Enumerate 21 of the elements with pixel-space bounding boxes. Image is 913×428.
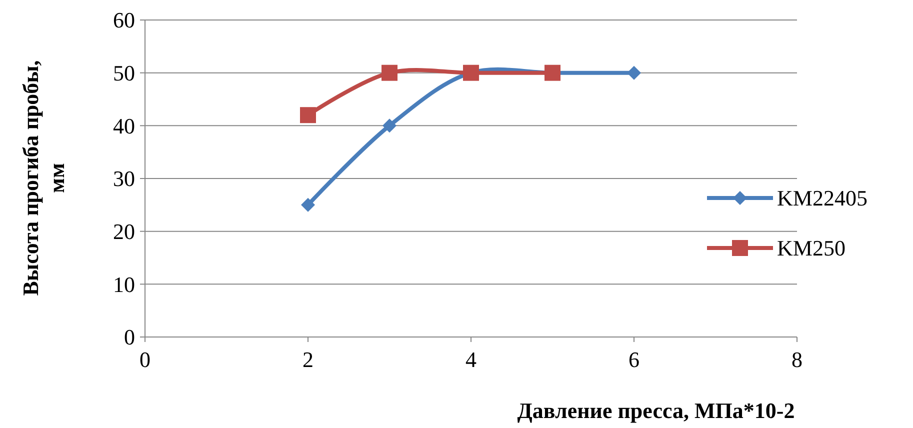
y-tick-label: 20 — [113, 219, 135, 244]
x-axis-title: Давление пресса, МПа*10-2 — [517, 398, 795, 423]
point — [300, 107, 316, 124]
y-tick-label: 60 — [113, 8, 135, 33]
legend-label: KM250 — [777, 236, 846, 261]
point — [627, 66, 641, 80]
y-tick-label: 30 — [113, 166, 135, 192]
y-tick-label: 40 — [113, 113, 135, 138]
y-axis-title: Высота прогиба пробы, мм — [18, 60, 69, 296]
x-tick-label: 4 — [466, 347, 476, 372]
y-tick-label: 10 — [113, 272, 135, 297]
point — [382, 118, 396, 133]
x-tick-label: 8 — [792, 347, 802, 372]
y-tick-label: 50 — [113, 60, 135, 86]
legend-label: KM22405 — [777, 186, 868, 211]
point — [301, 198, 315, 212]
x-tick-label: 6 — [628, 347, 640, 372]
y-tick-label: 0 — [124, 324, 135, 350]
x-tick-label: 2 — [302, 347, 314, 372]
x-tick-label: 0 — [140, 347, 150, 372]
point — [382, 64, 398, 81]
